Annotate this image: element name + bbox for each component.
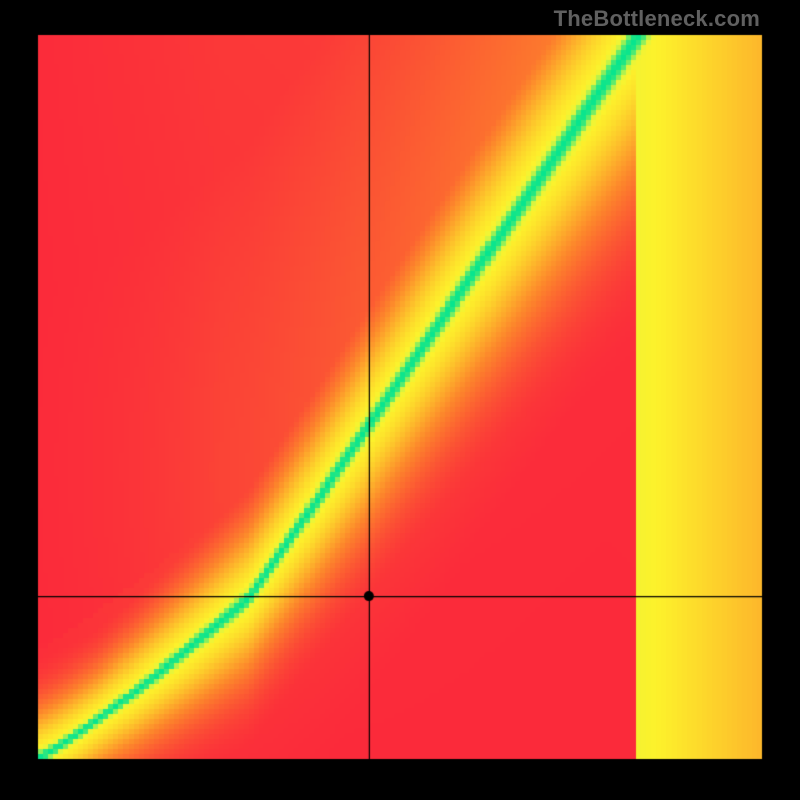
watermark-text: TheBottleneck.com [554, 6, 760, 32]
chart-container: TheBottleneck.com [0, 0, 800, 800]
heatmap-canvas [0, 0, 800, 800]
